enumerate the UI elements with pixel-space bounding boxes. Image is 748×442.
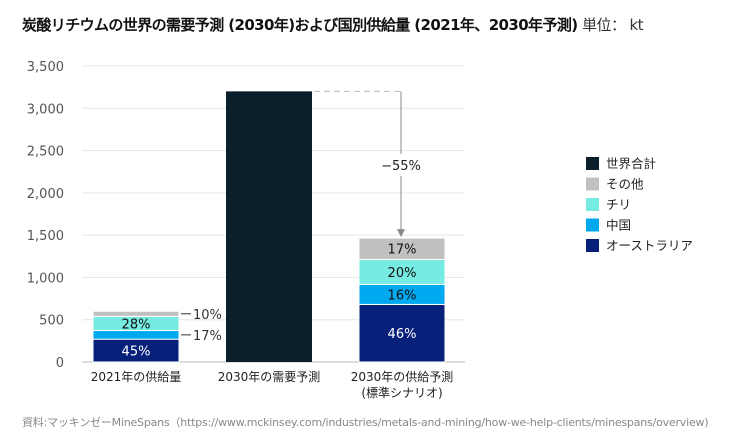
source-note: 資料:マッキンゼーMineSpans（https://www.mckinsey.… <box>22 416 709 429</box>
bar-segment <box>226 91 312 362</box>
segment-label: 10% <box>193 308 222 323</box>
y-tick-label: 3,500 <box>27 60 64 75</box>
y-tick-label: 2,500 <box>27 145 64 160</box>
legend-swatch <box>586 177 599 191</box>
unit-label: 単位： kt <box>582 16 643 34</box>
legend-swatch <box>586 218 599 232</box>
y-tick-label: 500 <box>39 314 64 329</box>
title-text: 炭酸リチウムの世界の需要予測 (2030年)および国別供給量 (2021年、20… <box>22 16 578 34</box>
y-tick-label: 0 <box>56 356 64 371</box>
segment-label: 20% <box>388 266 417 281</box>
x-tick-label: 2021年の供給量 <box>91 370 182 384</box>
segment-label: 46% <box>388 327 417 342</box>
legend-swatch <box>586 157 599 170</box>
y-tick-label: 2,000 <box>27 187 64 202</box>
bar-segment <box>358 237 446 260</box>
segment-label: 17% <box>193 329 222 344</box>
legend-label: チリ <box>606 197 631 212</box>
legend-swatch <box>586 198 599 211</box>
y-tick-label: 1,500 <box>27 229 64 244</box>
legend-swatch <box>586 239 599 252</box>
legend-label: その他 <box>606 177 644 192</box>
bar-segment <box>358 258 446 285</box>
bar-segment <box>92 310 180 317</box>
chart-svg: 0 500 1,000 1,500 2,000 2,500 3,000 3,500 45% 17%… <box>27 60 693 400</box>
legend-label: 世界合計 <box>606 156 656 171</box>
legend-label: 中国 <box>606 218 631 233</box>
segment-label: 17% <box>388 243 417 258</box>
annotation-bg <box>379 154 423 176</box>
annotation-label: −55% <box>381 159 421 174</box>
bar-segment <box>358 303 446 363</box>
x-tick-label: 2030年の供給予測 <box>351 370 454 384</box>
arrow-head-icon <box>397 229 405 238</box>
segment-label: 16% <box>388 288 417 303</box>
legend-label: オーストラリア <box>606 238 693 253</box>
x-tick-sublabel: (標準シナリオ) <box>361 385 442 400</box>
segment-label: 45% <box>122 345 151 360</box>
y-tick-label: 3,000 <box>27 102 64 117</box>
y-tick-label: 1,000 <box>27 271 64 286</box>
x-tick-label: 2030年の需要予測 <box>218 370 321 384</box>
segment-label: 28% <box>122 317 151 332</box>
chart-title: 炭酸リチウムの世界の需要予測 (2030年)および国別供給量 (2021年、20… <box>22 14 643 35</box>
